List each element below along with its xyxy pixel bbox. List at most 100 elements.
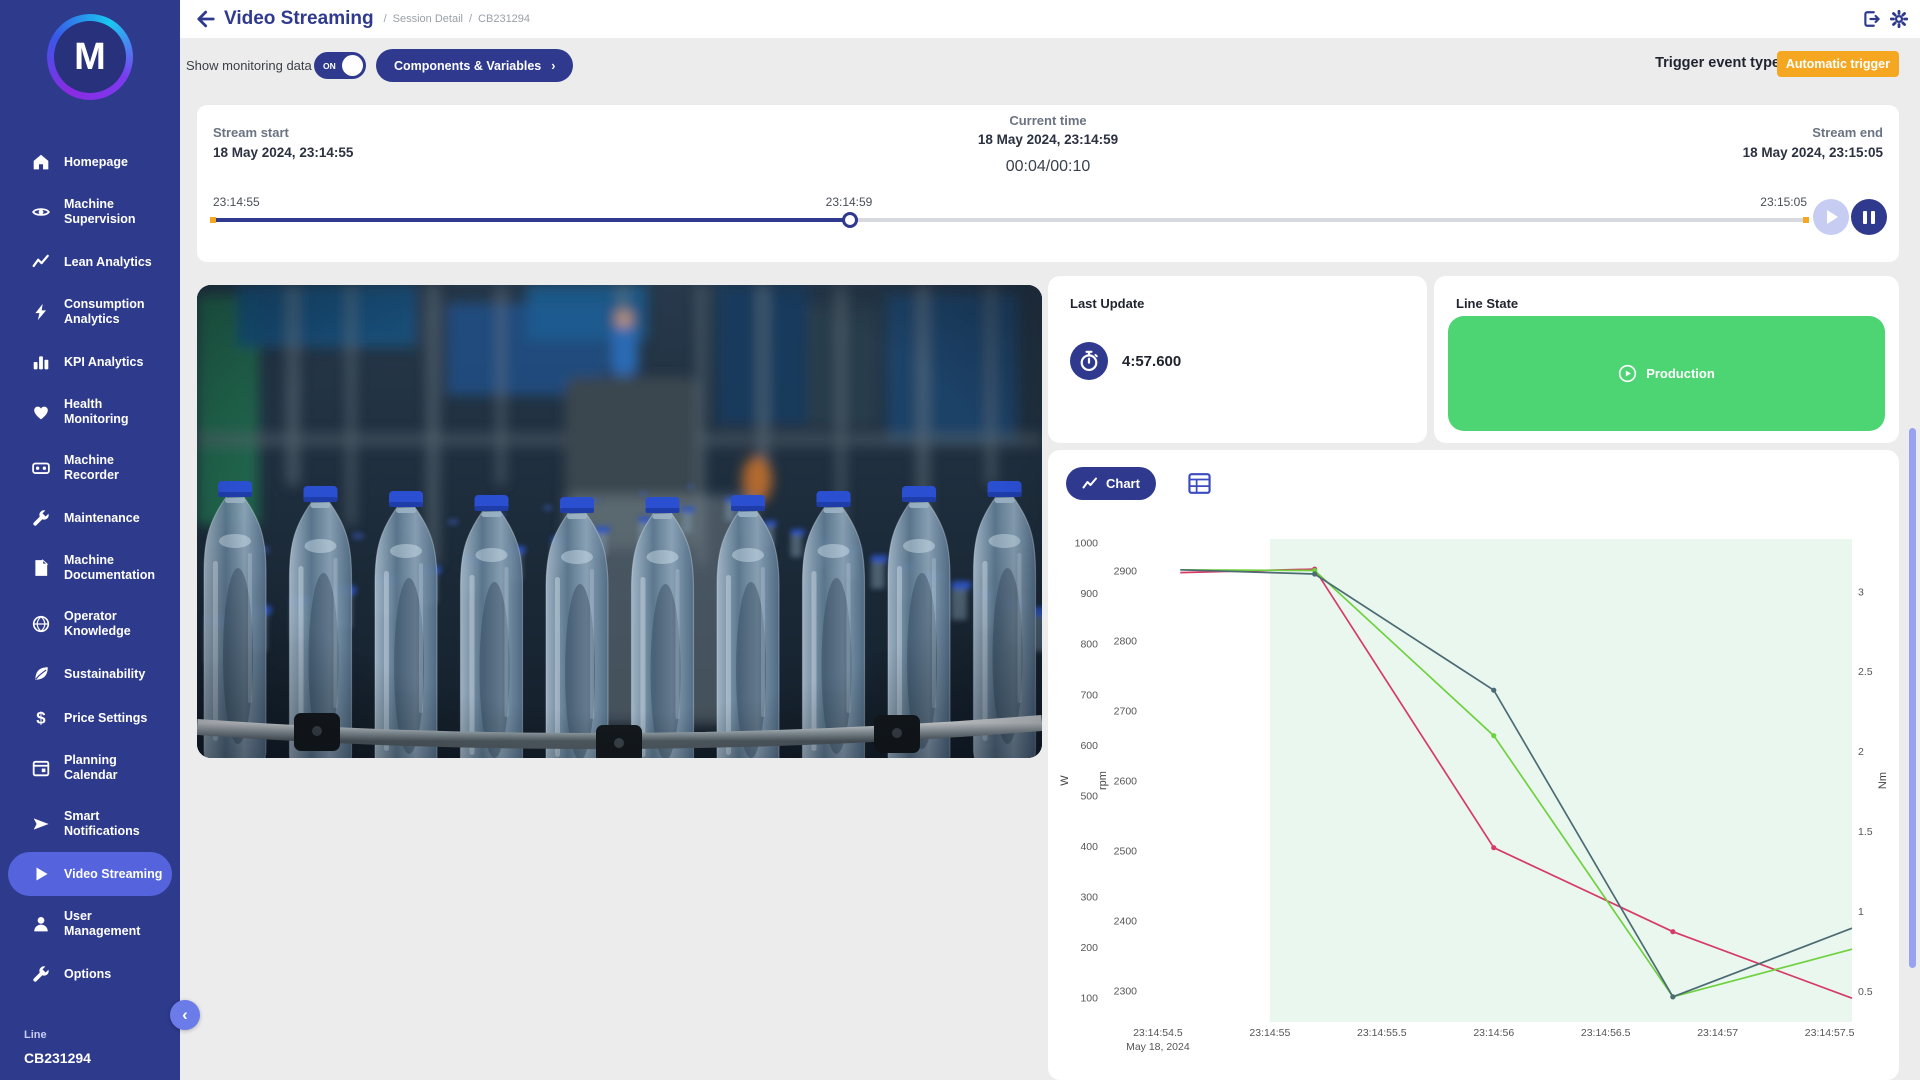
video-frame[interactable] (197, 285, 1042, 758)
leaf-icon (35, 667, 48, 680)
play-button[interactable] (1813, 199, 1849, 235)
back-arrow-icon[interactable] (194, 8, 216, 30)
x-tick-date: May 18, 2024 (1126, 1041, 1190, 1053)
vertical-scrollbar[interactable] (1909, 428, 1916, 968)
sidebar-item-smart-notifications[interactable]: Smart Notifications (8, 796, 172, 852)
sidebar-item-label: KPI Analytics (64, 354, 144, 369)
home-icon (33, 154, 49, 170)
axis-tick-W: 400 (1080, 841, 1098, 853)
sidebar-nav: Homepage Machine Supervision Lean Analytic… (0, 140, 180, 996)
sidebar-item-machine-documentation[interactable]: Machine Documentation (8, 540, 172, 596)
current-time-block: Current time 18 May 2024, 23:14:59 00:04… (197, 113, 1899, 176)
axis-tick-W: 900 (1080, 588, 1098, 600)
sidebar-collapse-button[interactable]: ‹ (170, 1000, 200, 1030)
last-update-value: 4:57.600 (1122, 352, 1182, 370)
sidebar-item-consumption-analytics[interactable]: Consumption Analytics (8, 284, 172, 340)
pause-icon (1863, 210, 1875, 224)
sidebar-item-kpi-analytics[interactable]: KPI Analytics (8, 340, 172, 384)
timeline-card: Stream start 18 May 2024, 23:14:55 Curre… (197, 105, 1899, 262)
trend-icon (32, 254, 49, 268)
slider-start-time: 23:14:55 (213, 195, 260, 209)
chevron-right-icon: › (551, 58, 556, 73)
axis-tick-W: 300 (1080, 892, 1098, 904)
bars-icon (33, 356, 49, 370)
sidebar-item-label: Machine Recorder (64, 453, 119, 482)
line-label: Line (24, 1029, 47, 1041)
last-update-card: Last Update 4:57.600 (1048, 276, 1427, 443)
send-icon (33, 818, 49, 830)
sidebar-item-operator-knowledge[interactable]: Operator Knowledge (8, 596, 172, 652)
brand-logo: M (47, 14, 133, 100)
chart-view-button[interactable]: Chart (1066, 467, 1156, 500)
axis-tick-rpm: 2400 (1114, 916, 1138, 928)
line-state-badge: Production (1448, 316, 1885, 431)
sidebar-item-price-settings[interactable]: $ Price Settings (8, 696, 172, 740)
stream-start-block: Stream start 18 May 2024, 23:14:55 (213, 125, 353, 160)
play-circle-icon (1619, 364, 1637, 383)
breadcrumb-session-detail[interactable]: Session Detail (392, 13, 463, 25)
sidebar-item-label: Consumption Analytics (64, 297, 145, 326)
monitoring-toggle[interactable]: ON (314, 52, 366, 79)
toggle-knob (342, 55, 363, 76)
show-monitoring-label: Show monitoring data (186, 58, 312, 73)
sidebar-item-lean-analytics[interactable]: Lean Analytics (8, 240, 172, 284)
sidebar-item-planning-calendar[interactable]: Planning Calendar (8, 740, 172, 796)
sidebar-item-machine-supervision[interactable]: Machine Supervision (8, 184, 172, 240)
calendar-icon (32, 760, 50, 777)
breadcrumb-session-id: CB231294 (478, 13, 531, 25)
stream-end-label: Stream end (1812, 125, 1883, 140)
track-start-marker (210, 217, 216, 223)
table-view-icon[interactable] (1188, 472, 1211, 495)
monitoring-chart[interactable]: 100 200 300 400 500 600 700 800 900 1000 W 2300 2400… (1048, 505, 1899, 1080)
elapsed-counter: 00:04/00:10 (1005, 158, 1091, 175)
line-state-title: Line State (1456, 296, 1519, 311)
controls-row: Show monitoring data ON Components & Var… (180, 38, 1920, 94)
sidebar-item-label: Machine Supervision (64, 197, 136, 226)
axis-tick-rpm: 2700 (1114, 706, 1138, 718)
axis-tick-W: 1000 (1075, 538, 1099, 550)
sidebar-item-video-streaming[interactable]: Video Streaming (8, 852, 172, 896)
sidebar-item-label: Price Settings (64, 710, 148, 725)
pause-button[interactable] (1851, 199, 1887, 235)
sidebar-item-user-management[interactable]: User Management (8, 896, 172, 952)
timeline-track[interactable] (210, 212, 1809, 228)
sidebar-item-label: Operator Knowledge (64, 609, 131, 638)
sidebar-item-health-monitoring[interactable]: Health Monitoring (8, 384, 172, 440)
axis-tick-Nm: 0.5 (1858, 986, 1873, 998)
wrench-icon (33, 510, 49, 526)
axis-tick-rpm: 2500 (1114, 846, 1138, 858)
sidebar: M Homepage Machine Supervision Lean Analyt… (0, 0, 180, 1080)
series-slate-marker (1491, 687, 1497, 693)
sidebar-item-options[interactable]: Options (8, 952, 172, 996)
topbar: Video Streaming / Session Detail / CB231… (180, 0, 1920, 38)
sidebar-item-maintenance[interactable]: Maintenance (8, 496, 172, 540)
x-tick: 23:14:56.5 (1581, 1027, 1631, 1039)
axis-tick-W: 100 (1080, 993, 1098, 1005)
x-tick: 23:14:56 (1473, 1027, 1514, 1039)
dollar-icon: $ (36, 709, 46, 727)
timeline-thumb[interactable] (842, 212, 859, 228)
recorder-icon (32, 462, 50, 474)
chart-panel: Chart 100 200 300 400 500 600 700 800 900 1000 W 23… (1048, 450, 1899, 1080)
logout-icon[interactable] (1862, 10, 1880, 28)
sidebar-footer: Line CB231294 (24, 1029, 91, 1066)
gear-icon[interactable] (1890, 10, 1908, 28)
play-icon (36, 867, 48, 881)
sidebar-item-label: User Management (64, 909, 141, 938)
sidebar-item-label: Video Streaming (64, 866, 163, 881)
sidebar-item-label: Health Monitoring (64, 397, 129, 426)
sidebar-item-machine-recorder[interactable]: Machine Recorder (8, 440, 172, 496)
chevron-left-icon: ‹ (182, 1005, 188, 1024)
axis-title-rpm: rpm (1097, 771, 1109, 790)
axis-tick-W: 600 (1080, 740, 1098, 752)
stream-end-block: Stream end 18 May 2024, 23:15:05 (1743, 125, 1883, 160)
sidebar-item-sustainability[interactable]: Sustainability (8, 652, 172, 696)
x-tick: 23:14:57 (1697, 1027, 1738, 1039)
axis-tick-Nm: 3 (1858, 586, 1864, 598)
sidebar-item-homepage[interactable]: Homepage (8, 140, 172, 184)
axis-tick-W: 200 (1080, 942, 1098, 954)
line-value: CB231294 (24, 1050, 91, 1066)
components-variables-button[interactable]: Components & Variables › (376, 49, 574, 82)
axis-tick-Nm: 2.5 (1858, 666, 1873, 678)
